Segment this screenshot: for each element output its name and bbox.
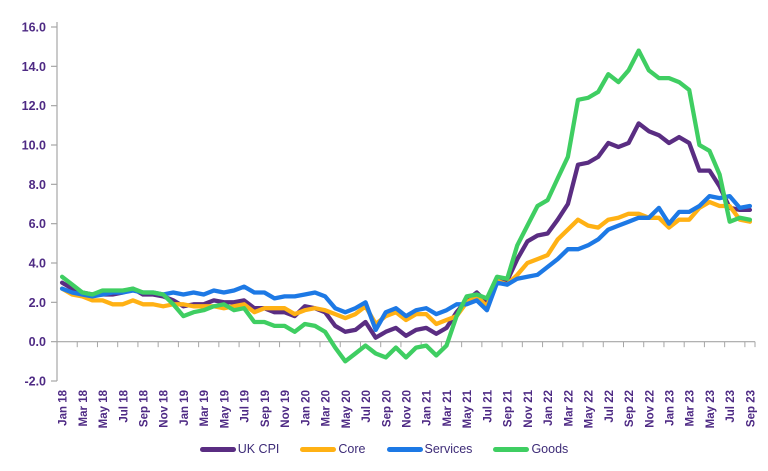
legend-label-goods: Goods [531,442,569,456]
x-axis-label: May 23 [705,390,717,428]
x-axis-label: Jan 22 [543,390,555,426]
y-axis-label: -2.0 [24,375,46,389]
x-axis-label: Sep 20 [381,390,393,427]
x-axis-label: Jan 19 [179,390,191,426]
x-axis-label: May 19 [219,390,231,428]
x-axis-label: Jul 21 [482,389,494,422]
y-axis-label: 10.0 [22,139,46,153]
legend-item-core: Core [300,442,366,456]
x-axis-label: Nov 18 [159,389,171,427]
x-axis-label: Sep 22 [624,390,636,427]
x-axis-label: Mar 20 [321,390,333,426]
legend-swatch-uk-cpi [199,446,236,452]
legend-item-uk-cpi: UK CPI [199,442,280,456]
x-axis-label: Mar 19 [199,390,211,426]
x-axis-label: Nov 22 [644,390,656,428]
x-axis-label: May 21 [462,389,474,428]
series-line-services [59,193,753,333]
x-axis-label: May 22 [584,390,596,428]
series-line-goods [59,48,753,364]
x-axis-label: Jul 22 [604,390,616,423]
legend-swatch-core [300,446,337,452]
x-axis-label: May 18 [98,389,110,428]
x-axis-label: Nov 20 [402,390,414,428]
y-axis-label: 8.0 [29,178,46,192]
legend-label-services: Services [424,442,473,456]
x-axis-label: Mar 22 [563,390,575,426]
x-axis-label: Jul 18 [118,389,130,422]
x-axis-label: Jul 20 [361,390,373,423]
y-axis-label: 16.0 [22,21,46,35]
y-axis-label: 12.0 [22,99,46,113]
x-axis-label: Jan 23 [665,390,677,426]
legend-swatch-goods [493,446,530,452]
x-axis-label: Nov 21 [523,389,535,427]
y-axis-label: 2.0 [29,296,46,310]
x-axis-label: May 20 [341,390,353,428]
x-axis-label: Jan 18 [58,389,70,425]
x-axis-label: Jan 20 [300,390,312,426]
x-axis-label: Mar 23 [685,390,697,426]
legend-item-services: Services [386,442,473,456]
y-axis-label: 4.0 [29,257,46,271]
x-axis-label: Jul 23 [725,390,737,423]
x-axis-label: Sep 21 [503,389,515,427]
y-axis-label: 14.0 [22,60,46,74]
legend-label-core: Core [338,442,366,456]
x-axis-label: Mar 21 [442,389,454,426]
legend: UK CPI Core Services Goods [0,442,768,456]
y-axis-label: 6.0 [29,217,46,231]
legend-swatch-services [386,446,423,452]
x-axis-label: Jan 21 [422,389,434,425]
x-axis-label: Sep 18 [138,389,150,427]
y-axis-label: 0.0 [29,335,46,349]
legend-item-goods: Goods [493,442,568,456]
x-axis-label: Mar 18 [78,389,90,426]
x-axis-label: Nov 19 [280,390,292,428]
series-line-core [59,199,753,327]
x-axis-label: Sep 23 [745,390,757,427]
x-axis-label: Jul 19 [240,390,252,423]
legend-label-uk-cpi: UK CPI [237,442,280,456]
x-axis-label: Sep 19 [260,390,272,427]
